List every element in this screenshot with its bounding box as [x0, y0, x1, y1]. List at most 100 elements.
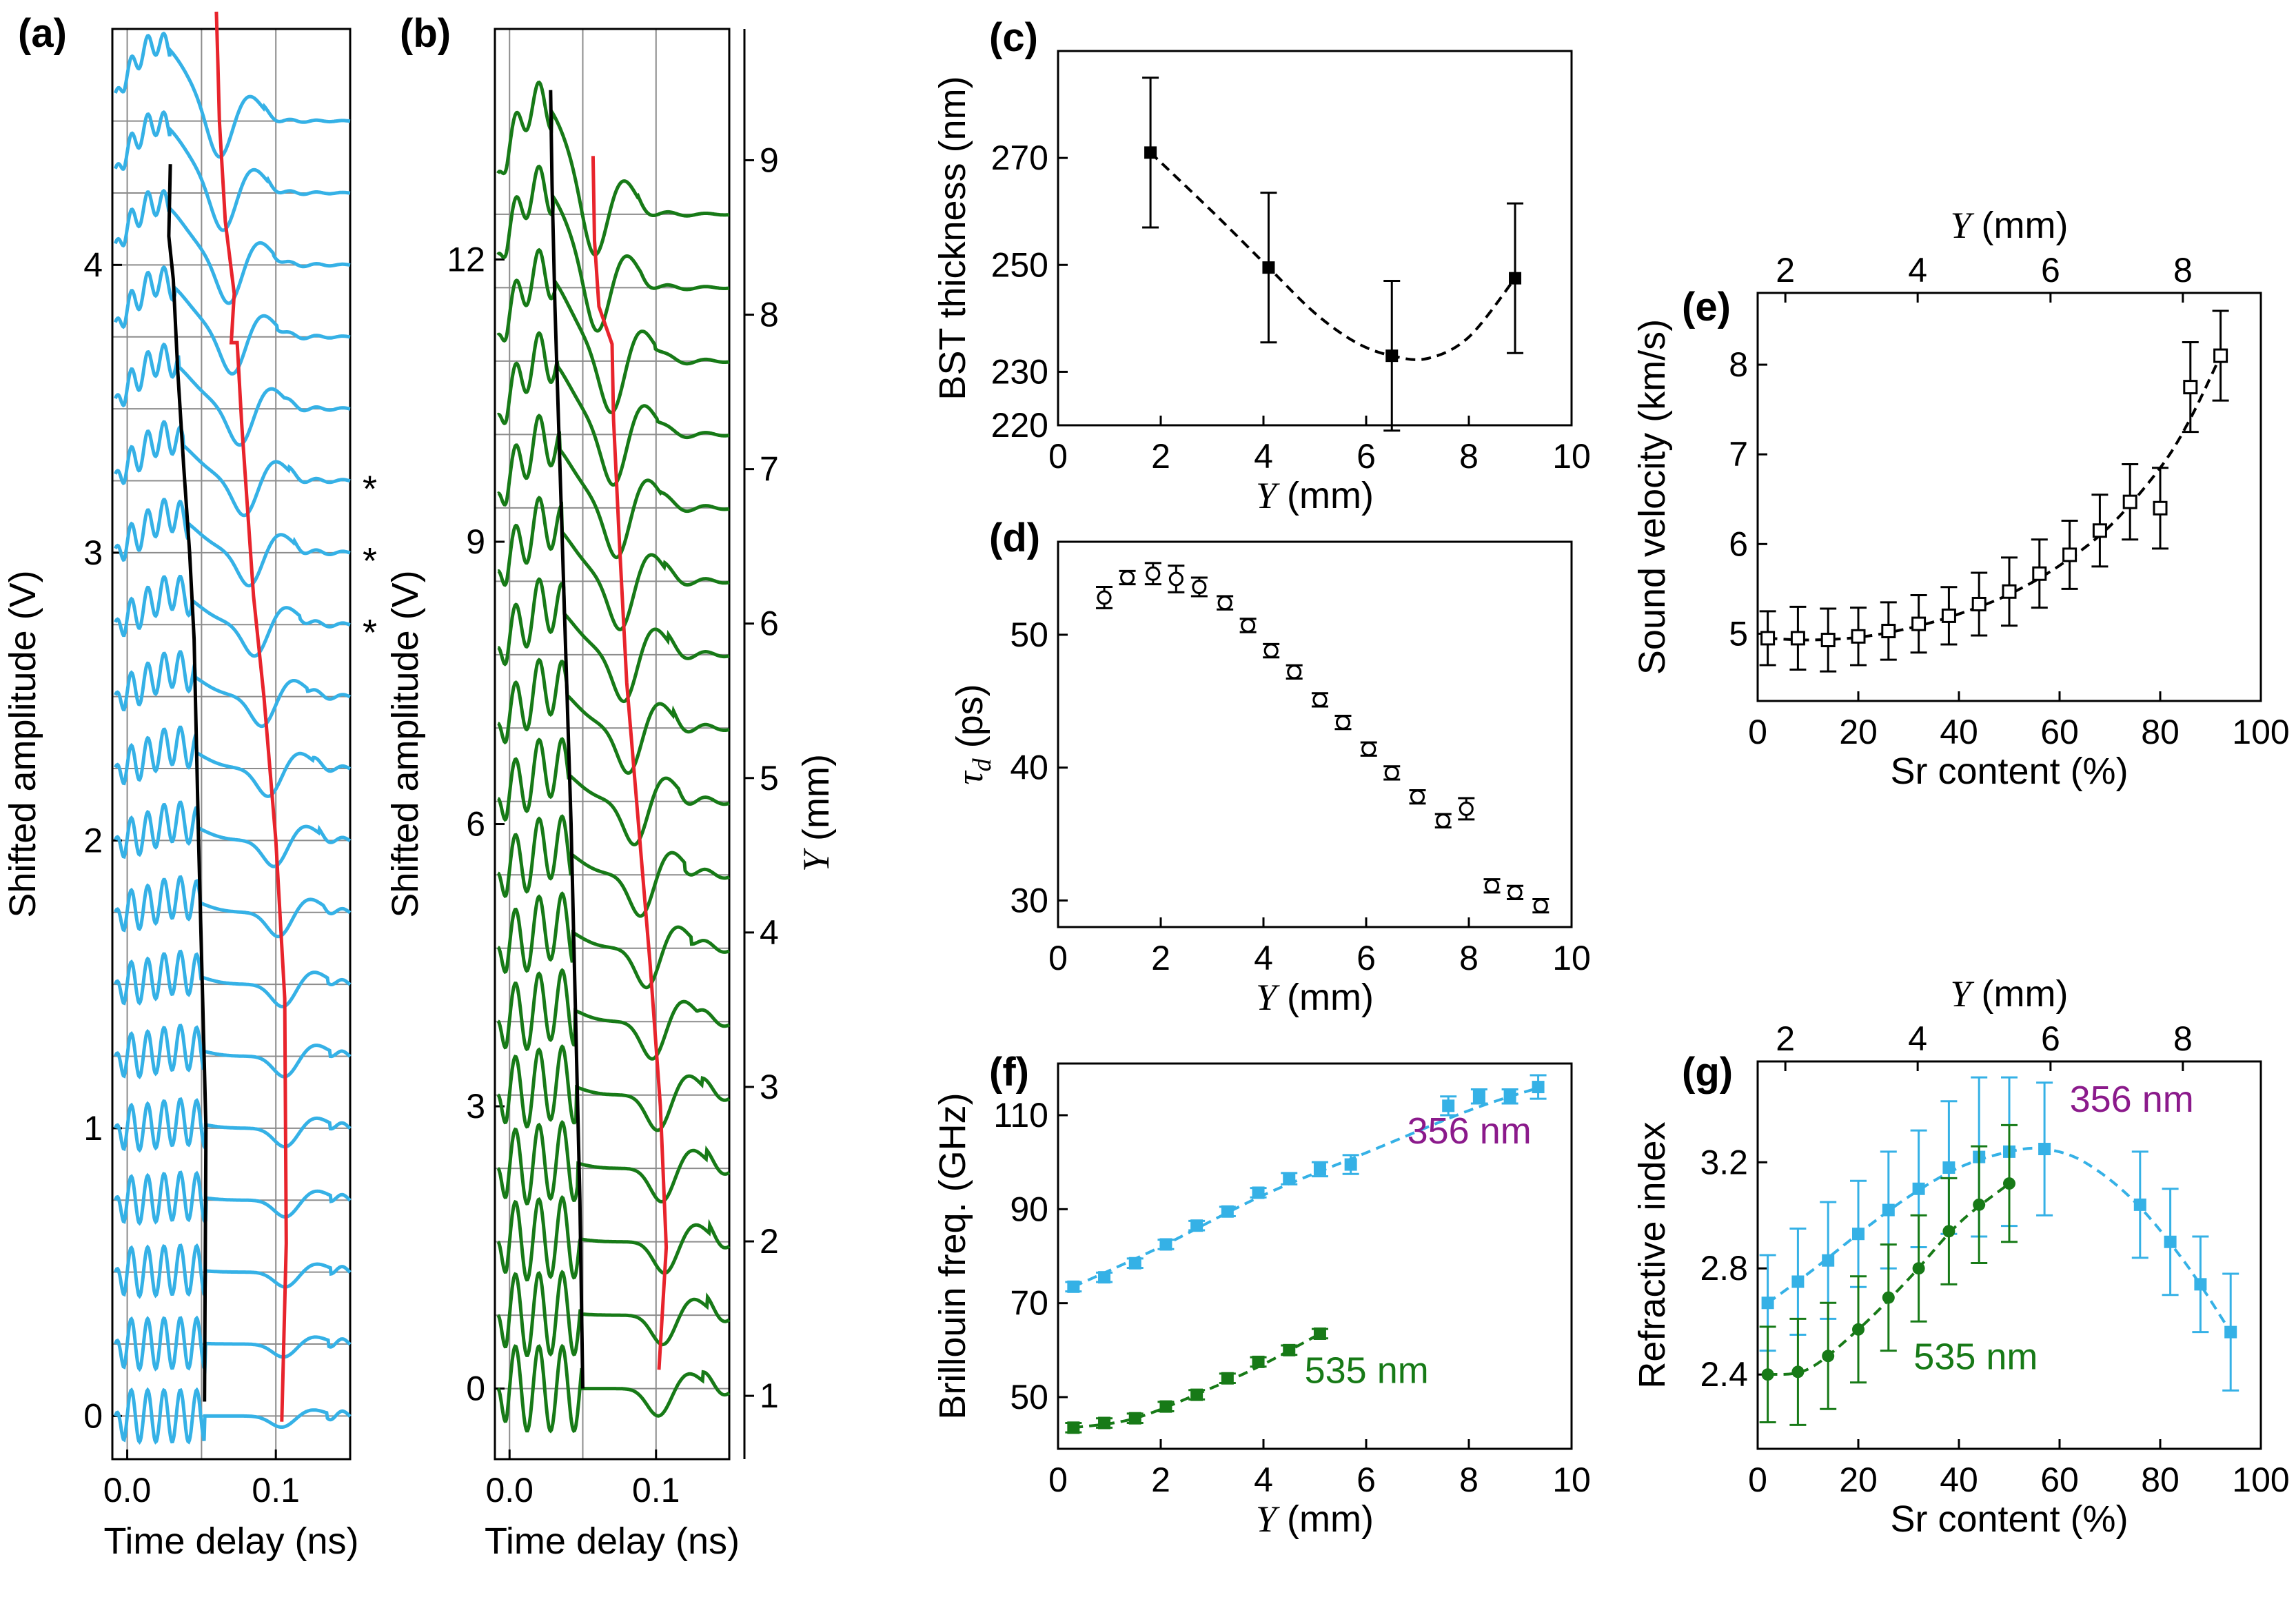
y2-tick-label: 9 — [760, 141, 779, 179]
y-tick-label: 2.8 — [1700, 1249, 1748, 1288]
x-tick-label: 8 — [1459, 1461, 1479, 1499]
y-tick-label: 8 — [1729, 345, 1748, 384]
fit-curve — [1073, 1332, 1321, 1430]
x-tick-label: 100 — [2232, 713, 2289, 751]
y-tick-label: 0 — [83, 1396, 103, 1435]
data-point — [2032, 566, 2047, 581]
data-point — [1503, 1090, 1516, 1103]
waveform-trace — [496, 1194, 731, 1282]
data-point — [1410, 789, 1425, 804]
y2-axis-label: Y (mm) — [795, 754, 837, 872]
y-axis-label: Refractive index — [1632, 1121, 1673, 1388]
x-tick-label: 4 — [1254, 1461, 1273, 1499]
data-point — [2153, 500, 2168, 516]
waveform-trace — [497, 814, 730, 918]
x-axis-label: Y (mm) — [1256, 475, 1374, 516]
waveform-trace — [114, 650, 352, 729]
x-tick-label: 20 — [1839, 1461, 1878, 1499]
data-point — [1097, 590, 1112, 605]
data-point — [1221, 1372, 1234, 1385]
waveform-trace — [497, 658, 730, 775]
x-axis-label: Time delay (ns) — [485, 1520, 740, 1562]
data-point — [2002, 584, 2017, 599]
data-point — [1973, 1198, 1986, 1211]
panel-d: 0 2 4 6 8 10 30 40 50 Y (mm) τd (ps) (d) — [949, 516, 1591, 1018]
panel-label: (d) — [989, 516, 1040, 560]
data-point — [1241, 618, 1256, 633]
y-tick-label: 220 — [991, 406, 1048, 445]
y-axis-label: BST thickness (nm) — [932, 76, 973, 400]
asterisk-annotation: * — [363, 468, 377, 509]
waveform-trace — [113, 110, 351, 232]
y-tick-label: 6 — [466, 805, 485, 844]
waveform-trace — [496, 968, 731, 1061]
waveform-trace — [113, 1315, 352, 1374]
waveform-trace — [114, 1097, 352, 1153]
waveform-trace — [114, 725, 352, 798]
x-tick-label: 100 — [2232, 1461, 2289, 1499]
data-point — [1852, 1228, 1865, 1241]
data-point — [1485, 878, 1500, 893]
data-point — [1312, 692, 1328, 707]
x-tick-label: 2 — [1151, 437, 1170, 476]
red-guide-line — [214, 11, 288, 1422]
waveform-trace — [114, 420, 351, 518]
data-point — [2133, 1198, 2146, 1211]
y-tick-label: 2.4 — [1700, 1355, 1748, 1394]
data-point — [1128, 1412, 1141, 1425]
data-point — [1344, 1158, 1357, 1171]
x-tick-label: 0 — [1048, 437, 1068, 476]
x2-tick-label: 2 — [1776, 251, 1795, 289]
waveform-trace — [497, 414, 730, 560]
data-point — [1252, 1186, 1265, 1199]
panel-a: 0.0 0.1 0 1 2 3 4 * * * Time delay (ns) Shifted amp… — [2, 11, 377, 1562]
x2-tick-label: 4 — [1908, 251, 1927, 289]
panel-label: (c) — [989, 15, 1038, 60]
data-point — [1442, 1099, 1455, 1112]
y-tick-label: 270 — [991, 139, 1048, 177]
data-point — [1098, 1271, 1111, 1284]
y-tick-label: 3 — [83, 533, 103, 572]
data-point — [1262, 261, 1275, 274]
x-tick-label: 0 — [1048, 1461, 1068, 1499]
x-tick-label: 10 — [1552, 1461, 1591, 1499]
waveform-trace — [497, 891, 730, 990]
panel-label: (b) — [400, 11, 451, 56]
data-point — [1384, 765, 1399, 780]
y-tick-label: 250 — [991, 245, 1048, 284]
panel-g: 0 20 40 60 80 100 2.4 2.8 3.2 356 nm 535 nm 2 4 6 8 Y (… — [1632, 973, 2290, 1540]
black-guide-line — [549, 90, 585, 1389]
panel-label: (a) — [18, 11, 67, 56]
data-point — [1283, 1343, 1296, 1356]
data-point — [1120, 570, 1135, 585]
data-point — [2224, 1325, 2237, 1339]
data-point — [1146, 566, 1161, 581]
data-point — [1882, 1203, 1895, 1217]
fit-curve — [1767, 355, 2222, 642]
plot-frame — [1756, 292, 2262, 702]
series-annotation: 535 nm — [1913, 1336, 2038, 1378]
panel-label: (e) — [1682, 285, 1731, 329]
data-point — [1911, 616, 1927, 631]
data-point — [1287, 664, 1302, 680]
waveform-trace — [114, 574, 351, 658]
x-tick-label: 8 — [1459, 939, 1479, 977]
data-point — [1790, 631, 1805, 646]
fit-curve — [1073, 1086, 1541, 1288]
y-axis-label: τd (ps) — [949, 684, 997, 784]
x-axis-label: Sr content (%) — [1890, 1498, 2128, 1540]
plot-frame — [1057, 1062, 1573, 1450]
waveform-trace — [113, 1243, 352, 1301]
series-annotation: 356 nm — [2070, 1079, 2194, 1120]
waveform-trace — [114, 875, 352, 939]
x-tick-label: 60 — [2040, 1461, 2079, 1499]
x-tick-label: 40 — [1940, 713, 1978, 751]
x-tick-label: 6 — [1357, 1461, 1376, 1499]
panel-f: 0 2 4 6 8 10 50 70 90 110 356 nm 535 nm Y (mm) Brillo… — [932, 1050, 1591, 1540]
data-point — [1942, 1161, 1955, 1174]
fit-curve — [1149, 151, 1516, 361]
plot-frame — [1756, 1060, 2262, 1450]
data-point — [1532, 1081, 1545, 1094]
data-point — [1313, 1163, 1326, 1176]
